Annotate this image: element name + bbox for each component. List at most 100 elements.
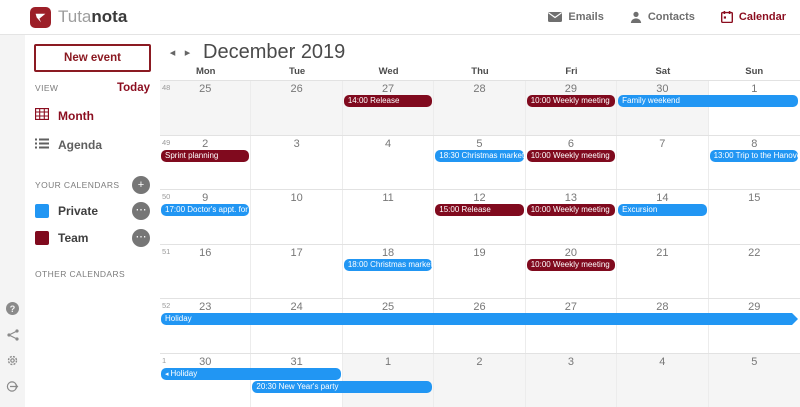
day-cell[interactable]: 30: [160, 353, 252, 407]
day-cell[interactable]: 3: [525, 353, 618, 407]
day-cell[interactable]: 6: [525, 135, 618, 189]
agenda-label: Agenda: [58, 137, 103, 152]
day-cell[interactable]: 23: [160, 299, 252, 353]
calendar-item-team[interactable]: Team ⋯: [25, 224, 160, 251]
day-cell[interactable]: 4: [617, 353, 709, 407]
day-number: 5: [476, 137, 483, 150]
private-calendar-label: Private: [58, 203, 99, 218]
day-cell[interactable]: 18: [342, 244, 435, 298]
previous-month-arrow[interactable]: ◂: [169, 46, 176, 59]
day-name: Tue: [289, 66, 306, 77]
day-cell[interactable]: 2: [434, 353, 526, 407]
week-number: 49: [162, 137, 171, 147]
day-number: 3: [567, 355, 574, 368]
day-cell[interactable]: 27: [342, 81, 435, 135]
day-cell[interactable]: 2: [160, 135, 252, 189]
day-cell[interactable]: 28: [617, 299, 709, 353]
share-icon[interactable]: [6, 328, 19, 341]
event-chip[interactable]: 10:00 Weekly meeting: [526, 149, 616, 162]
day-number: 22: [748, 246, 761, 259]
help-icon[interactable]: ?: [6, 302, 19, 315]
nav-contacts[interactable]: Contacts: [630, 11, 695, 23]
event-chip[interactable]: Excursion: [618, 204, 707, 216]
day-cell[interactable]: 29: [525, 81, 618, 135]
day-number: 20: [564, 246, 578, 259]
day-number: 30: [199, 355, 212, 368]
team-calendar-label: Team: [58, 230, 89, 245]
event-chip[interactable]: ◂ Holiday: [161, 367, 341, 380]
day-cell[interactable]: 13: [525, 190, 618, 244]
private-calendar-menu-button[interactable]: ⋯: [132, 201, 150, 220]
today-button[interactable]: Today: [116, 82, 150, 94]
week-row: 30 31 1 2 3 4 5 1 ◂ Holiday 20:30 New Year's party: [160, 353, 800, 407]
next-month-arrow[interactable]: ▸: [184, 46, 191, 59]
day-cell[interactable]: 22: [708, 244, 800, 298]
event-chip[interactable]: 17:00 Doctor's appt. for Mia: [161, 204, 250, 216]
nav-calendar[interactable]: Calendar: [720, 11, 786, 23]
day-cell[interactable]: 12: [434, 190, 526, 244]
event-chip[interactable]: 10:00 Weekly meeting: [526, 95, 616, 107]
add-calendar-button[interactable]: +: [132, 176, 150, 194]
day-cell[interactable]: 20: [525, 244, 618, 298]
day-name: Thu: [471, 66, 489, 77]
day-cell[interactable]: 16: [160, 244, 252, 298]
day-cell[interactable]: 27: [525, 299, 618, 353]
calendar-icon: [720, 11, 733, 23]
event-chip[interactable]: Family weekend: [618, 95, 798, 107]
day-cell[interactable]: 9: [160, 190, 252, 244]
day-cell[interactable]: 14: [617, 190, 709, 244]
week-number: 48: [162, 83, 171, 92]
day-cell[interactable]: 30: [617, 81, 709, 135]
event-chip[interactable]: Sprint planning: [161, 149, 250, 162]
day-cell[interactable]: 31: [251, 353, 343, 407]
event-chip[interactable]: 13:00 Trip to the Hanover: [709, 149, 798, 162]
day-number: 14: [656, 192, 669, 204]
calendar-item-private[interactable]: Private ⋯: [25, 197, 160, 224]
day-cell[interactable]: 5: [708, 353, 800, 407]
day-number: 2: [202, 137, 209, 150]
day-cell[interactable]: 10: [251, 190, 343, 244]
day-cell[interactable]: 26: [251, 81, 343, 135]
day-cell[interactable]: 17: [251, 244, 343, 298]
day-cell[interactable]: 5: [434, 135, 526, 189]
day-cell[interactable]: 25: [342, 299, 435, 353]
event-chip[interactable]: 20:30 New Year's party: [252, 380, 433, 393]
event-chip[interactable]: 18:00 Christmas market: [343, 258, 433, 271]
day-cell[interactable]: 1: [342, 353, 435, 407]
new-event-button[interactable]: New event: [34, 44, 151, 72]
team-calendar-menu-button[interactable]: ⋯: [132, 228, 150, 247]
day-cell[interactable]: 11: [342, 190, 435, 244]
logout-icon[interactable]: [6, 380, 19, 393]
nav-emails[interactable]: Emails: [548, 11, 604, 23]
day-number: 9: [202, 192, 209, 204]
day-cell[interactable]: 8: [708, 135, 800, 189]
private-calendar-color-swatch: [35, 203, 49, 218]
day-number: 19: [473, 246, 486, 259]
event-chip[interactable]: 10:00 Weekly meeting: [526, 204, 616, 216]
event-chip[interactable]: 18:30 Christmas market: [435, 149, 524, 162]
day-cell[interactable]: 3: [251, 135, 343, 189]
event-chip[interactable]: 14:00 Release: [343, 95, 433, 107]
day-number: 16: [199, 246, 212, 259]
day-cell[interactable]: 15: [708, 190, 800, 244]
day-cell[interactable]: 25: [160, 81, 252, 135]
event-chip[interactable]: 10:00 Weekly meeting: [526, 258, 616, 271]
day-cell[interactable]: 24: [251, 299, 343, 353]
day-cell[interactable]: 29: [708, 299, 800, 353]
day-cell[interactable]: 26: [434, 299, 526, 353]
sidebar-item-month[interactable]: Month: [25, 101, 160, 130]
month-title: December 2019: [203, 40, 346, 63]
day-cell[interactable]: 21: [617, 244, 709, 298]
day-cell[interactable]: 7: [617, 135, 709, 189]
day-cell[interactable]: 4: [342, 135, 435, 189]
settings-gear-icon[interactable]: [6, 354, 19, 367]
day-cell[interactable]: 1: [708, 81, 800, 135]
tutanota-logo[interactable]: Tutanota: [30, 6, 127, 28]
sidebar-item-agenda[interactable]: Agenda: [25, 130, 160, 159]
day-cell[interactable]: 19: [434, 244, 526, 298]
event-chip[interactable]: Holiday: [161, 313, 798, 325]
day-cell[interactable]: 28: [434, 81, 526, 135]
event-chip[interactable]: 15:00 Release: [435, 204, 524, 216]
day-number: 21: [656, 246, 669, 259]
continues-left-arrow-icon: ◂: [165, 370, 169, 378]
